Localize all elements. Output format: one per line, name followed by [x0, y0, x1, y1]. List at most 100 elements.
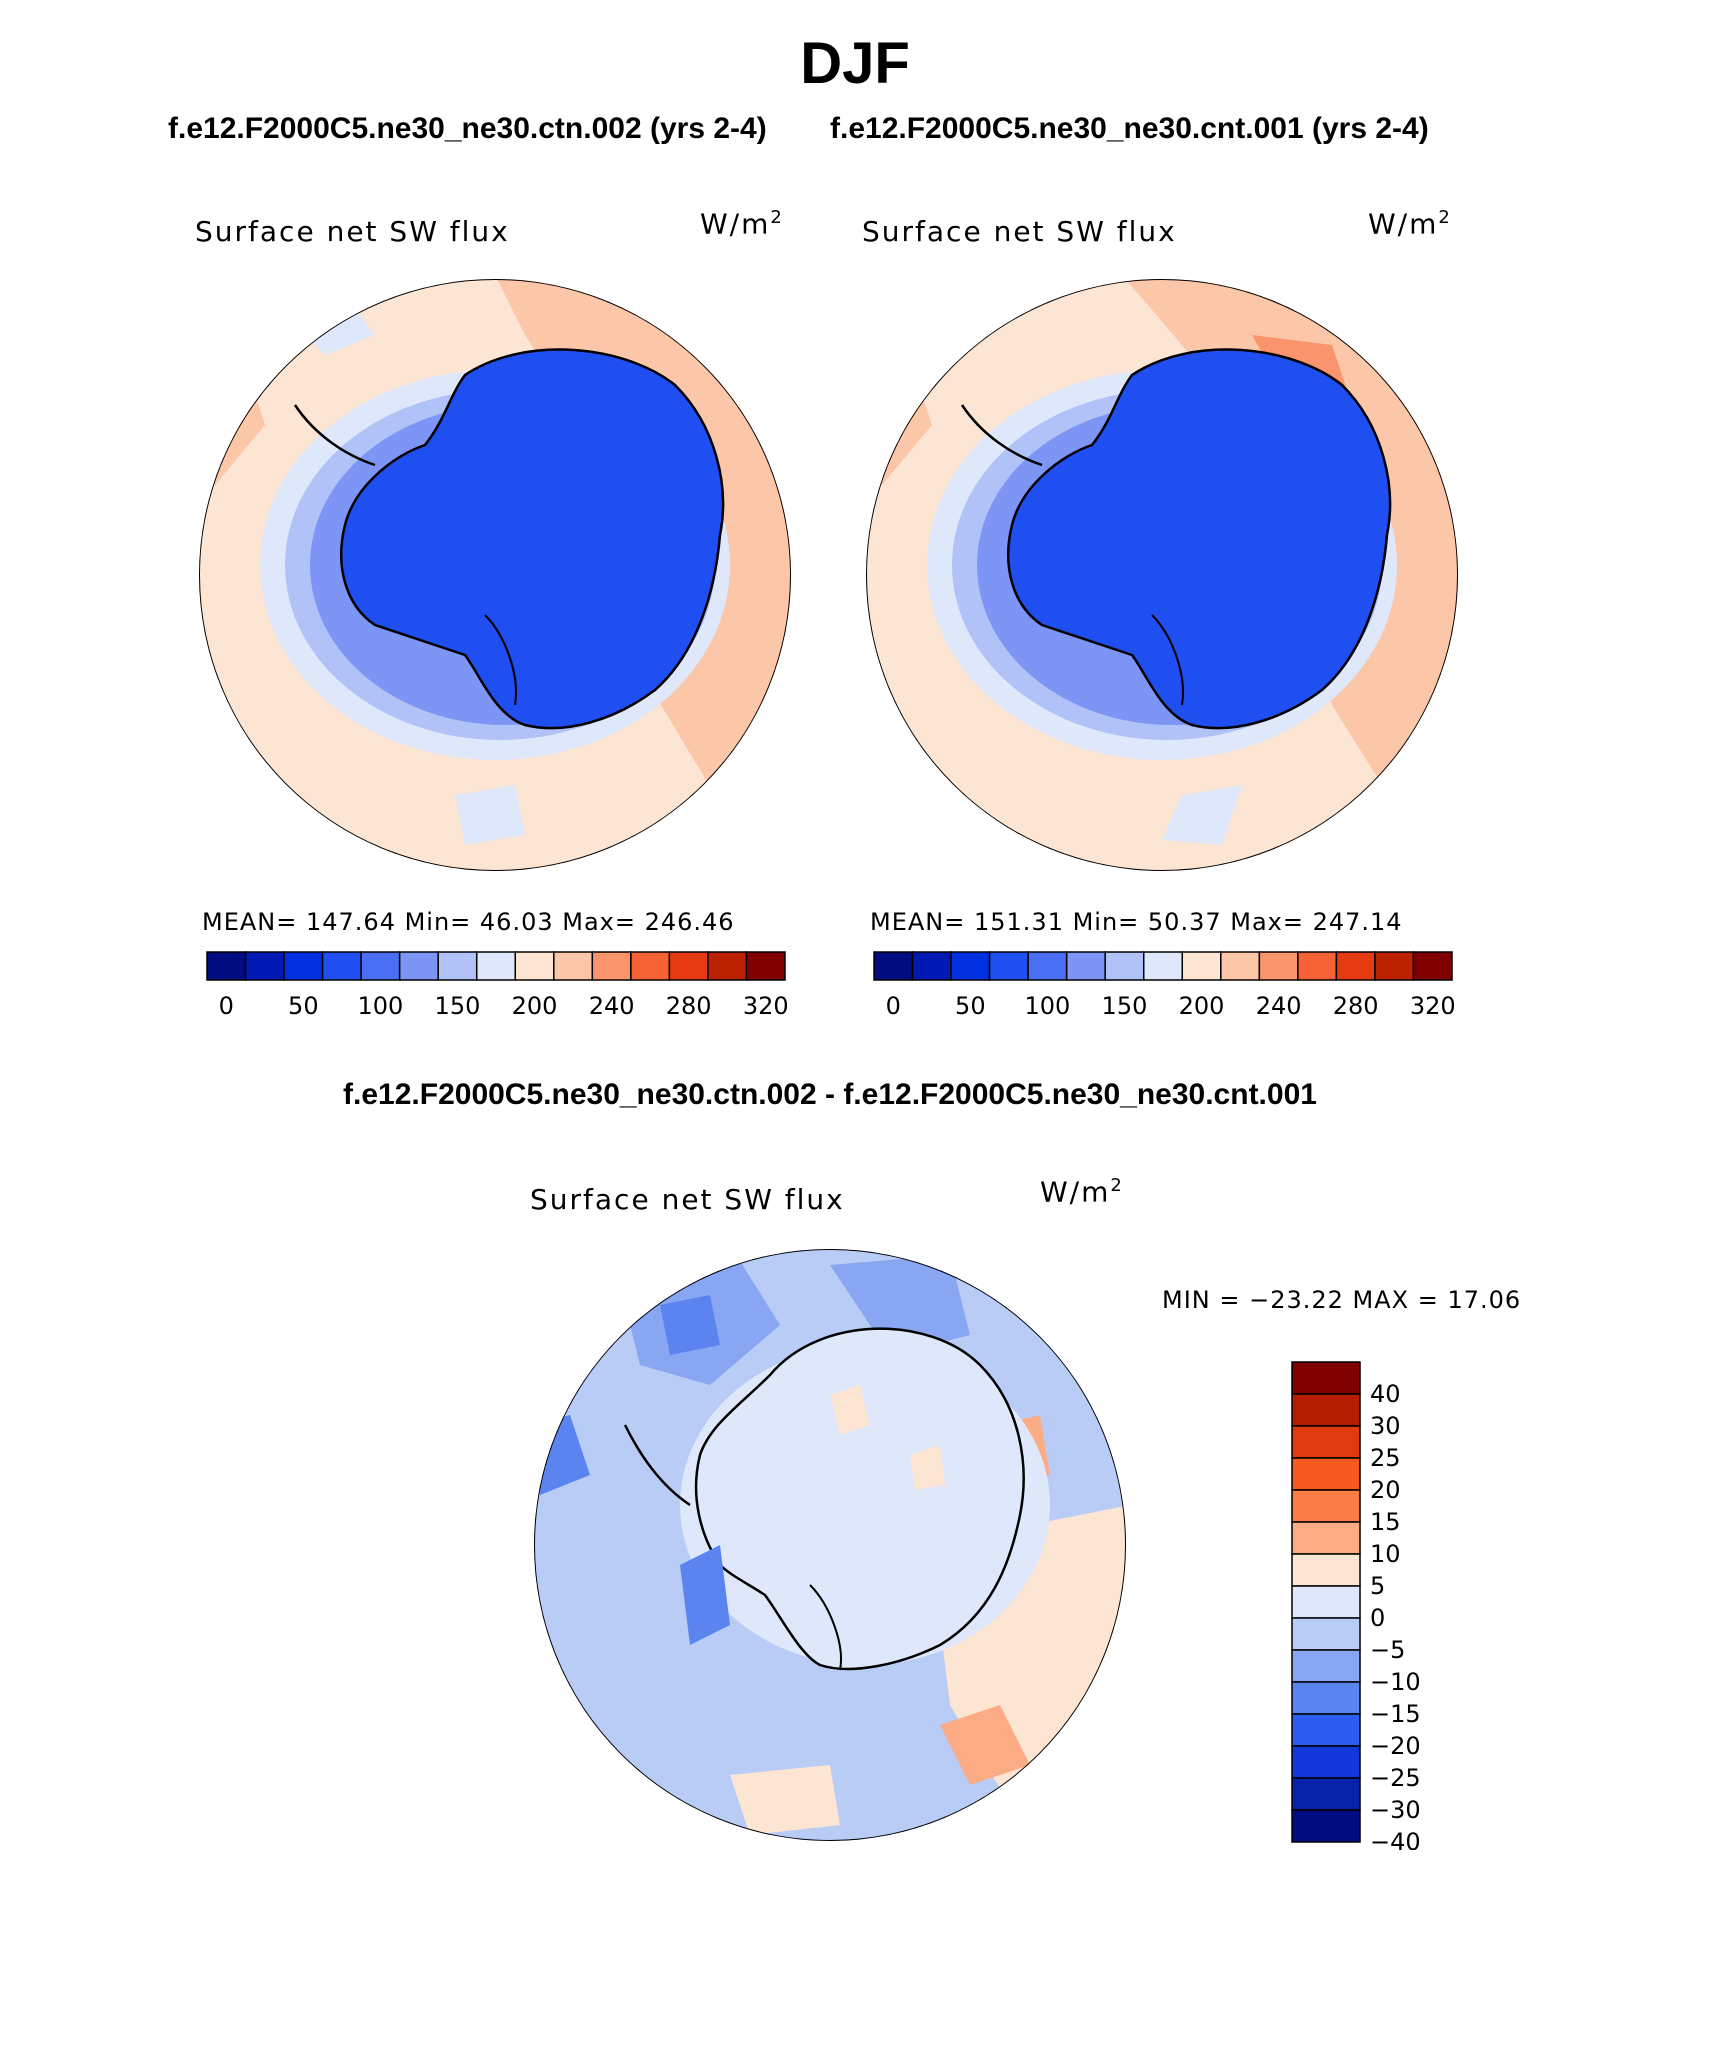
diff-colorbar-box-4	[1291, 1489, 1361, 1523]
panel1-colorbar-label-5: 240	[589, 992, 635, 1020]
diff-colorbar-box-14	[1291, 1809, 1361, 1843]
panel2-colorbar-label-5: 240	[1256, 992, 1302, 1020]
difference-title: f.e12.F2000C5.ne30_ne30.ctn.002 - f.e12.…	[343, 1078, 1317, 1111]
panel1-units: W/m2	[700, 207, 784, 240]
diff-colorbar-box-10	[1291, 1681, 1361, 1715]
diff-colorbar-box-6	[1291, 1553, 1361, 1587]
diff-colorbar-label-9: −10	[1370, 1668, 1421, 1696]
diff-colorbar-box-5	[1291, 1521, 1361, 1555]
panel2-colorbar-box-2	[950, 951, 991, 981]
diff-colorbar-box-3	[1291, 1457, 1361, 1491]
panel1-colorbar-box-10	[591, 951, 632, 981]
diff-variable-label: Surface net SW flux	[530, 1183, 845, 1216]
panel2-colorbar-box-7	[1142, 951, 1184, 981]
panel2-colorbar-box-0	[873, 951, 914, 981]
diff-colorbar-label-12: −25	[1370, 1764, 1421, 1792]
diff-units-base: W/m	[1040, 1175, 1111, 1209]
case1-title: f.e12.F2000C5.ne30_ne30.ctn.002 (yrs 2-4…	[168, 112, 767, 145]
panel1-colorbar-box-14	[745, 951, 786, 981]
diff-colorbar-label-3: 20	[1370, 1476, 1401, 1504]
panel2-colorbar-box-11	[1297, 951, 1338, 981]
diff-colorbar-box-0	[1291, 1361, 1361, 1395]
diff-colorbar-box-9	[1291, 1649, 1361, 1683]
panel2-units: W/m2	[1368, 207, 1452, 240]
diff-colorbar-label-14: −40	[1370, 1828, 1421, 1850]
panel1-peninsula-coast	[293, 404, 376, 467]
panel1-colorbar-box-9	[553, 951, 594, 981]
diff-minmax: MIN = −23.22 MAX = 17.06	[1162, 1286, 1522, 1314]
panel2-colorbar-box-14	[1412, 951, 1453, 981]
panel1-colorbar-label-2: 100	[357, 992, 403, 1020]
diff-antarctica-continent	[694, 1327, 1025, 1671]
panel2-colorbar-box-8	[1181, 951, 1222, 981]
panel1-colorbar-box-2	[283, 951, 324, 981]
diff-colorbar-box-8	[1291, 1617, 1361, 1651]
panel2-variable-label: Surface net SW flux	[862, 215, 1177, 248]
diff-colorbar-label-7: 0	[1370, 1604, 1385, 1632]
panel2-colorbar-box-12	[1335, 951, 1376, 981]
panel2-units-base: W/m	[1368, 207, 1439, 241]
panel1-stats: MEAN= 147.64 Min= 46.03 Max= 246.46	[202, 908, 735, 936]
diff-colorbar-label-0: 40	[1370, 1380, 1401, 1408]
panel1-variable-label: Surface net SW flux	[195, 215, 510, 248]
panel2-colorbar-label-6: 280	[1333, 992, 1379, 1020]
panel2-colorbar: 0 50 100 150 200 240 280 320	[873, 951, 1456, 1020]
panel1-colorbar-label-0: 0	[219, 992, 234, 1020]
diff-units: W/m2	[1040, 1175, 1124, 1208]
panel2-colorbar-label-7: 320	[1410, 992, 1456, 1020]
diff-units-exp: 2	[1110, 1175, 1124, 1196]
panel1-polar-map	[199, 279, 791, 871]
diff-peninsula-coast	[623, 1424, 691, 1507]
diff-colorbar-label-2: 25	[1370, 1444, 1401, 1472]
case2-title: f.e12.F2000C5.ne30_ne30.cnt.001 (yrs 2-4…	[830, 112, 1429, 145]
diff-warm-core-se	[940, 1705, 1030, 1785]
diff-colorbar-box-12	[1291, 1745, 1361, 1779]
diff-colorbar: 40 30 25 20 15 10 5 0 −5 −10 −15 −20 −25 −30 −40	[1291, 1361, 1421, 1850]
panel2-colorbar-box-5	[1065, 951, 1106, 981]
diff-colorbar-label-8: −5	[1370, 1636, 1405, 1664]
panel1-colorbar-box-12	[668, 951, 709, 981]
panel2-colorbar-label-0: 0	[886, 992, 901, 1020]
panel2-colorbar-box-1	[911, 951, 952, 981]
panel1-colorbar-box-7	[475, 951, 517, 981]
diff-colorbar-box-13	[1291, 1777, 1361, 1811]
panel2-colorbar-box-13	[1374, 951, 1415, 981]
panel1-colorbar-label-3: 150	[435, 992, 481, 1020]
season-title: DJF	[800, 31, 910, 96]
panel2-colorbar-label-1: 50	[955, 992, 986, 1020]
panel2-colorbar-box-3	[988, 951, 1029, 981]
diff-polar-map	[534, 1249, 1126, 1841]
diff-colorbar-box-1	[1291, 1393, 1361, 1427]
panel2-colorbar-label-4: 200	[1179, 992, 1225, 1020]
panel1-colorbar-box-4	[360, 951, 401, 981]
panel1-colorbar-label-6: 280	[666, 992, 712, 1020]
diff-colorbar-box-7	[1291, 1585, 1361, 1619]
panel2-colorbar-label-3: 150	[1102, 992, 1148, 1020]
panel2-polar-map	[866, 279, 1458, 871]
diff-colorbar-box-11	[1291, 1713, 1361, 1747]
panel1-colorbar-box-13	[707, 951, 748, 981]
diff-colorbar-label-1: 30	[1370, 1412, 1401, 1440]
panel1-colorbar: 0 50 100 150 200 240 280 320	[206, 951, 789, 1020]
panel1-colorbar-box-6	[437, 951, 478, 981]
panel1-colorbar-label-7: 320	[743, 992, 789, 1020]
panel2-units-exp: 2	[1438, 207, 1452, 228]
diff-colorbar-label-4: 15	[1370, 1508, 1401, 1536]
panel2-colorbar-box-4	[1027, 951, 1068, 981]
panel1-units-exp: 2	[770, 207, 784, 228]
diff-colorbar-label-10: −15	[1370, 1700, 1421, 1728]
panel1-colorbar-box-0	[206, 951, 247, 981]
diff-colorbar-label-5: 10	[1370, 1540, 1401, 1568]
panel1-colorbar-box-3	[321, 951, 362, 981]
panel2-colorbar-box-10	[1258, 951, 1299, 981]
panel1-antarctica-continent	[340, 348, 725, 730]
panel1-colorbar-box-11	[630, 951, 671, 981]
panel2-colorbar-box-6	[1104, 951, 1145, 981]
diff-colorbar-label-11: −20	[1370, 1732, 1421, 1760]
panel1-units-base: W/m	[700, 207, 771, 241]
diff-colorbar-label-6: 5	[1370, 1572, 1385, 1600]
panel1-colorbar-box-1	[244, 951, 285, 981]
panel1-colorbar-box-5	[398, 951, 439, 981]
panel1-colorbar-label-1: 50	[288, 992, 319, 1020]
panel2-peninsula-coast	[960, 404, 1043, 467]
